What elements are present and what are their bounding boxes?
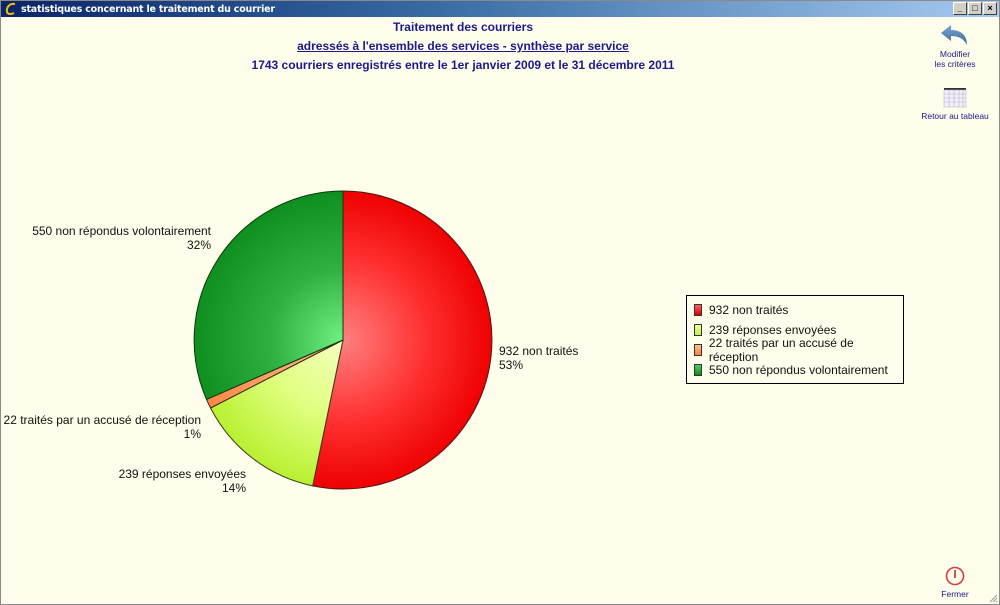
legend-item: 550 non répondus volontairement (694, 360, 903, 380)
legend-label: 932 non traités (709, 303, 789, 317)
title-bar[interactable]: statistiques concernant le traitement du… (1, 1, 999, 17)
label-pct: 14% (221, 481, 246, 495)
legend-item: 932 non traités (694, 300, 903, 320)
slice-non-traites[interactable] (312, 190, 493, 490)
label-text: 550 non répondus volontairement (32, 224, 211, 238)
label-pct: 1% (183, 427, 201, 441)
slice-reponses-envoyees[interactable] (209, 339, 344, 487)
back-arrow-icon (941, 25, 967, 45)
legend-item: 239 réponses envoyées (694, 320, 903, 340)
label-text: 239 réponses envoyées (118, 467, 246, 481)
chart-legend: 932 non traités 239 réponses envoyées 22… (686, 295, 904, 384)
label-text: 22 traités par un accusé de réception (3, 413, 201, 427)
modify-label-line1: Modifier (939, 49, 971, 59)
legend-label: 22 traités par un accusé de réception (708, 336, 854, 364)
legend-swatch-yellow-green (694, 324, 702, 336)
label-pct: 32% (186, 238, 211, 252)
power-icon (945, 566, 965, 586)
table-label: Retour au tableau (921, 111, 989, 121)
legend-label: 239 réponses envoyées (709, 323, 837, 337)
window-controls: _ □ × (953, 2, 997, 15)
maximize-button[interactable]: □ (968, 2, 982, 15)
label-pct: 53% (499, 358, 524, 372)
chart-summary: 1743 courriers enregistrés entre le 1er … (251, 58, 675, 72)
legend-label: 550 non répondus volontairement (709, 363, 888, 377)
minimize-button[interactable]: _ (953, 2, 967, 15)
chart-title: Traitement des courriers (392, 20, 534, 34)
modify-label-line2: les critères (934, 59, 976, 69)
slice-label-reponses-envoyees: 239 réponses envoyées 14% (119, 467, 246, 495)
window-title: statistiques concernant le traitement du… (21, 3, 275, 15)
pie-chart (193, 190, 493, 490)
legend-swatch-orange (694, 344, 702, 356)
legend-item: 22 traités par un accusé de réception (694, 336, 903, 364)
close-window-button[interactable]: × (983, 2, 997, 15)
table-grid-icon (943, 88, 967, 108)
modify-criteria-button[interactable]: Modifier les critères (915, 23, 995, 69)
slice-label-non-traites: 932 non traités 53% (499, 344, 578, 372)
legend-swatch-red (694, 304, 702, 316)
resize-grip-icon[interactable] (988, 593, 998, 603)
legend-swatch-green (694, 364, 702, 376)
label-text: 932 non traités (499, 344, 579, 358)
chart-subtitle-link[interactable]: adressés à l'ensemble des services - syn… (297, 39, 629, 53)
content-area: Traitement des courriers adressés à l'en… (3, 17, 997, 603)
slice-label-non-repondus: 550 non répondus volontairement 32% (32, 224, 211, 252)
slice-non-repondus[interactable] (193, 190, 344, 401)
close-label: Fermer (941, 589, 969, 599)
close-button[interactable]: Fermer (935, 565, 975, 599)
app-logo-icon (5, 2, 16, 15)
back-to-table-button[interactable]: Retour au tableau (915, 85, 995, 121)
slice-label-accuse-reception: 22 traités par un accusé de réception 1% (4, 413, 201, 441)
